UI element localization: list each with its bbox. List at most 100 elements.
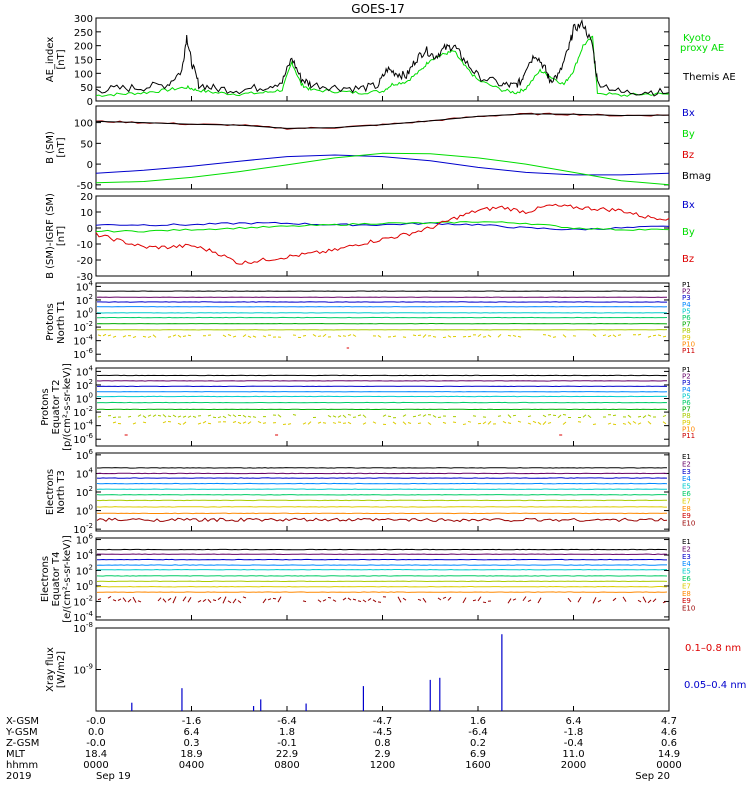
tick-base: 10 (73, 422, 86, 433)
bsm-legend-Bmag: Bmag (682, 171, 711, 182)
et4-series-10 (187, 597, 192, 603)
tick-exp: 6 (89, 448, 94, 456)
axis-cell-4-2: 0.2 (470, 738, 486, 749)
bsm-ylabel-line: B (SM) (45, 131, 56, 164)
pt2-series-8 (147, 414, 152, 417)
pt1-legend-P7: P7 (682, 321, 691, 329)
pt1-series-9 (607, 334, 612, 338)
pt2-series-9 (232, 421, 237, 424)
pt1-series-9 (242, 334, 247, 338)
protons-t2-panel-frame (95, 367, 670, 447)
tick-exp: 6 (89, 533, 94, 541)
et4-series-10 (317, 599, 322, 603)
pt1-series-9 (507, 334, 512, 337)
pt2-series-8 (402, 414, 407, 417)
bdiff-legend-Bx: Bx (682, 200, 695, 211)
tick-base: 10 (76, 536, 89, 547)
et4-series-10 (537, 597, 542, 604)
xray-legend-short: 0.05–0.4 nm (684, 680, 746, 691)
pt2-tick-label: 10-4 (73, 419, 93, 433)
pt2-series-8 (432, 415, 437, 418)
pt2-ylabel: ProtonsEquator T2[p/(cm²-s-sr-keV)] (40, 363, 73, 451)
pt2-series-8 (97, 415, 102, 418)
pt2-series-9 (347, 421, 352, 425)
pt2-series-9 (502, 420, 507, 424)
pt2-series-9 (517, 420, 522, 423)
axis-cell-2-3: 22.9 (276, 749, 298, 760)
tick-base: 10 (76, 566, 89, 577)
et4-series-10 (372, 599, 377, 603)
pt2-series-8 (642, 415, 647, 419)
tick-base: 10 (76, 582, 89, 593)
axis-cell-1-3: 18.9 (180, 749, 202, 760)
tick-base: 10 (73, 350, 86, 361)
et4-series-10 (122, 597, 127, 603)
et4-series-10 (107, 595, 112, 599)
tick-base: 10 (76, 469, 89, 480)
pt2-series-9 (257, 420, 262, 424)
pt1-series-9 (322, 333, 327, 338)
bsm-tick-label: 0 (87, 160, 93, 171)
pt1-series-9 (617, 334, 622, 336)
pt2-series-9 (427, 422, 432, 425)
pt1-series-9 (317, 335, 322, 337)
pt2-tick-label: 10-6 (73, 432, 93, 446)
et4-series-10 (197, 600, 202, 603)
et4-series-10 (277, 596, 282, 603)
pt1-series-9 (182, 335, 187, 337)
pt2-series-8 (127, 415, 132, 418)
pt2-series-8 (137, 414, 142, 417)
axis-cell-3-3: 2.9 (375, 749, 391, 760)
pt2-ylabel-line: [p/(cm²-s-sr-keV)] (62, 363, 73, 451)
tick-base: 10 (73, 624, 86, 635)
bdiff-ylabel: B (SM)-IGRF (SM)[nT] (45, 193, 67, 279)
ae-kyoto-line (95, 35, 670, 97)
et4-series-10 (612, 597, 617, 602)
pt1-series-9 (412, 334, 417, 337)
et4-series-10 (332, 599, 337, 602)
pt2-series-9 (562, 421, 567, 425)
et4-series-10 (357, 600, 362, 603)
bdiff-legend-Bz: Bz (682, 254, 694, 265)
xray-tick-label: 10-8 (73, 621, 93, 635)
ae-themis-line (95, 18, 670, 97)
axis-cell-1-4: 0400 (179, 760, 204, 771)
tick-exp: -8 (86, 621, 93, 629)
et4-tick-label: 10-2 (73, 594, 93, 608)
pt2-series-8 (382, 414, 387, 417)
pt2-series-9 (197, 422, 202, 425)
tick-base: 10 (76, 488, 89, 499)
pt2-series-9 (407, 421, 412, 424)
axis-cell-5-4: 2000 (561, 760, 586, 771)
pt2-series-8 (547, 414, 552, 416)
tick-base: 10 (73, 525, 86, 536)
b-diff-panel: B (SM)-IGRF (SM)[nT] 20 10 0 -10 -20 -30 Bx By Bz (45, 192, 695, 283)
tick-exp: -2 (86, 320, 93, 328)
et4-series-10 (242, 596, 247, 599)
et3-series-10 (96, 517, 668, 523)
pt1-legend-P5: P5 (682, 307, 691, 315)
pt2-series-9 (307, 421, 312, 425)
tick-base: 10 (73, 597, 86, 608)
tick-exp: 0 (89, 579, 93, 587)
et4-series-10 (347, 597, 352, 601)
ae-ylabel-line: AE_index (45, 37, 56, 83)
pt2-series-8 (242, 414, 247, 418)
axis-row-label-2: Z-GSM (6, 738, 39, 749)
et4-series-10 (417, 598, 422, 601)
pt2-series-8 (557, 414, 562, 419)
pt2-legend-P1: P1 (682, 366, 691, 374)
pt2-legend-P11: P11 (682, 432, 695, 440)
pt2-series-9 (462, 423, 467, 425)
pt2-series-8 (497, 415, 502, 417)
axis-cell-6-5: Sep 20 (635, 771, 670, 782)
tick-exp: 2 (89, 563, 93, 571)
et4-series-10 (442, 596, 447, 599)
pt1-ylabel-line: Protons (45, 303, 56, 340)
pt1-series-9 (142, 335, 147, 338)
axis-cell-6-4: 0000 (656, 760, 681, 771)
pt1-legend-P9: P9 (682, 334, 691, 342)
et4-series-10 (132, 596, 137, 603)
et4-series-10 (117, 598, 122, 601)
pt1-series-9 (337, 335, 342, 338)
